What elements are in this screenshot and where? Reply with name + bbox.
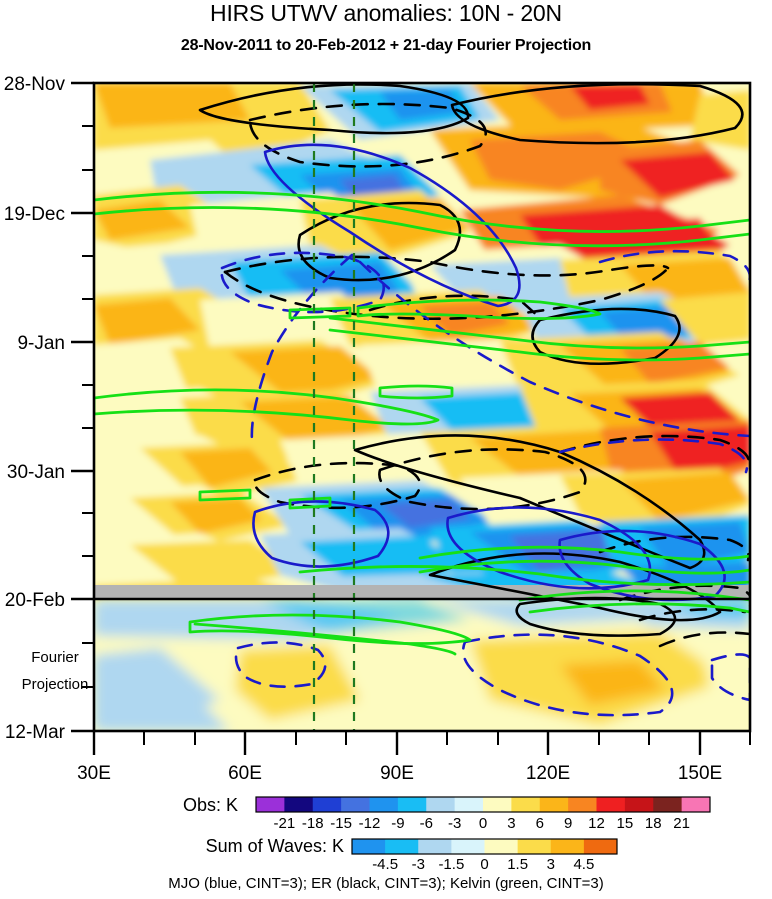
colorbar-swatch: [312, 797, 342, 812]
colorbar-tick-label: 1.5: [507, 856, 528, 873]
colorbar-swatch: [484, 839, 519, 854]
colorbar-swatch: [426, 797, 456, 812]
fourier-note-line2: Projection: [22, 676, 89, 693]
colorbar-tick-label: 9: [564, 815, 572, 832]
colorbar-swatch: [341, 797, 370, 812]
colorbar-obs-tick-labels: -21 -18 -15 -12 -9 -6 -3 0 3 6 9 12 15 18 21: [274, 815, 690, 832]
reference-lines-vertical: [312, 83, 356, 731]
colorbar-tick-label: -18: [302, 815, 324, 832]
colorbar-tick-label: -3: [448, 815, 461, 832]
x-axis-labels: 30E 60E 90E 120E 150E: [77, 763, 722, 784]
colorbar-tick-label: -9: [391, 815, 404, 832]
colorbar-tick-label: 12: [588, 815, 605, 832]
colorbar-swatch: [256, 797, 285, 812]
contour-legend-note: MJO (blue, CINT=3); ER (black, CINT=3); …: [168, 875, 604, 892]
colorbar-swatch: [596, 797, 626, 812]
colorbar-sow-title: Sum of Waves: K: [206, 836, 344, 856]
colorbar-sow: Sum of Waves: K -4.5 -3 -1.5 0 1.5 3 4.5: [206, 836, 618, 873]
colorbar-swatch: [284, 797, 314, 812]
colorbar-tick-label: 0: [480, 856, 488, 873]
y-tick-label-3: 30-Jan: [7, 462, 65, 483]
colorbar-swatch: [385, 839, 419, 854]
colorbar-tick-label: -12: [359, 815, 381, 832]
colorbar-tick-label: -4.5: [372, 856, 398, 873]
colorbar-tick-label: 18: [645, 815, 662, 832]
page-subtitle: 28-Nov-2011 to 20-Feb-2012 + 21-day Four…: [180, 37, 592, 54]
colorbar-sow-swatches: [352, 839, 618, 854]
x-tick-label-0: 30E: [77, 763, 111, 784]
y-axis-ticks: [71, 81, 94, 733]
colorbar-swatch: [454, 797, 484, 812]
colorbar-tick-label: 6: [536, 815, 544, 832]
colorbar-swatch: [653, 797, 683, 812]
colorbar-swatch: [568, 797, 597, 812]
colorbar-sow-tick-labels: -4.5 -3 -1.5 0 1.5 3 4.5: [372, 856, 594, 873]
y-tick-label-0: 28-Nov: [4, 74, 66, 95]
colorbar-tick-label: 0: [479, 815, 487, 832]
colorbar-swatch: [583, 839, 618, 854]
colorbar-tick-label: 15: [617, 815, 634, 832]
colorbar-swatch: [451, 839, 485, 854]
plot-frame: [92, 81, 752, 733]
x-tick-label-1: 60E: [228, 763, 262, 784]
colorbar-swatch: [511, 797, 541, 812]
x-axis-ticks: [92, 731, 751, 755]
colorbar-swatch: [539, 797, 569, 812]
colorbar-swatch: [352, 839, 386, 854]
x-tick-label-4: 150E: [678, 763, 722, 784]
colorbar-swatch: [624, 797, 654, 812]
y-tick-label-2: 9-Jan: [17, 333, 65, 354]
kelvin-contours: [94, 190, 750, 656]
colorbar-swatch: [418, 839, 452, 854]
colorbar-tick-label: 21: [673, 815, 690, 832]
y-tick-label-1: 19-Dec: [4, 204, 65, 225]
fourier-projection-note: Fourier Projection: [22, 649, 89, 693]
page-title: HIRS UTWV anomalies: 10N - 20N: [210, 0, 562, 26]
fourier-note-line1: Fourier: [31, 649, 79, 666]
colorbar-tick-label: 4.5: [573, 856, 594, 873]
colorbar-obs: Obs: K -21 -18 -15 -12 -9 -6 -3 0 3 6 9 12 15 18 21: [183, 795, 711, 832]
x-tick-label-2: 90E: [380, 763, 414, 784]
colorbar-tick-label: 3: [507, 815, 515, 832]
colorbar-obs-title: Obs: K: [183, 795, 238, 815]
colorbar-tick-label: -3: [412, 856, 425, 873]
colorbar-tick-label: -6: [420, 815, 433, 832]
colorbar-swatch: [681, 797, 711, 812]
colorbar-tick-label: -15: [330, 815, 352, 832]
y-tick-label-5: 12-Mar: [5, 722, 66, 743]
colorbar-tick-label: -1.5: [438, 856, 464, 873]
colorbar-swatch: [483, 797, 512, 812]
colorbar-swatch: [369, 797, 399, 812]
colorbar-tick-label: -21: [274, 815, 296, 832]
y-axis-labels: 28-Nov 19-Dec 9-Jan 30-Jan 20-Feb 12-Mar: [4, 74, 66, 743]
x-tick-label-3: 120E: [526, 763, 570, 784]
colorbar-tick-label: 3: [547, 856, 555, 873]
colorbar-swatch: [517, 839, 552, 854]
colorbar-swatch: [550, 839, 585, 854]
colorbar-swatch: [397, 797, 427, 812]
colorbar-obs-swatches: [256, 797, 711, 812]
y-tick-label-4: 20-Feb: [5, 590, 65, 611]
projection-shading: [94, 600, 750, 731]
